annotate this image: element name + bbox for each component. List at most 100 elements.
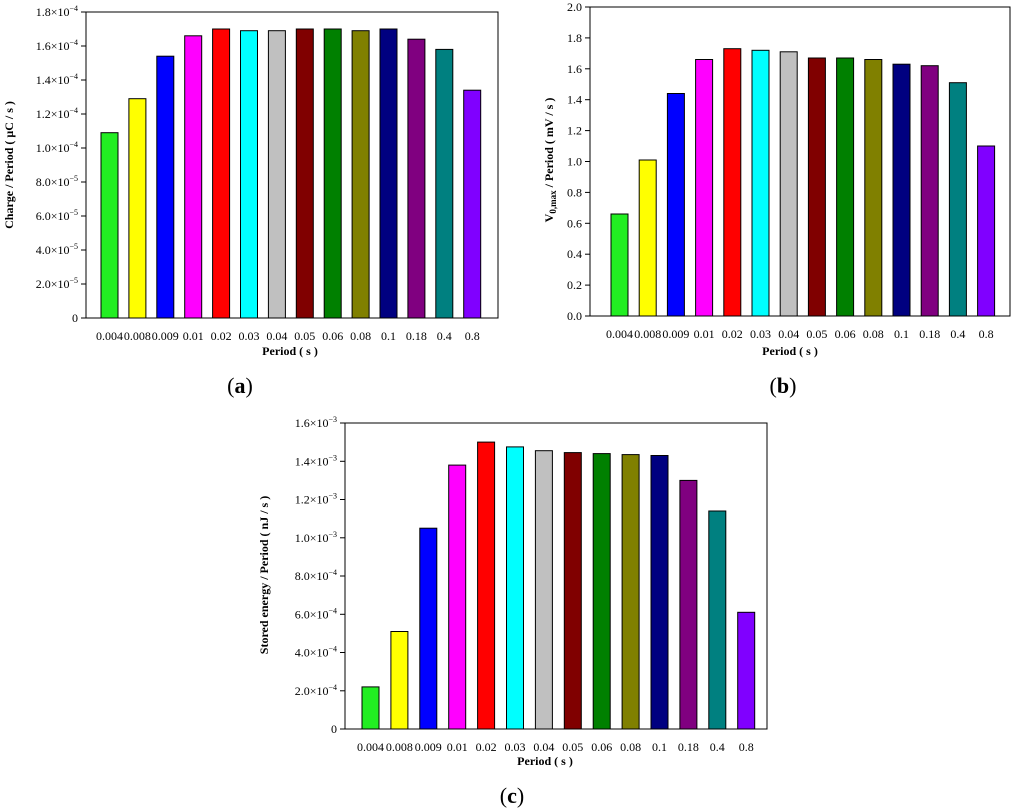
chart-b-bar-0.02 [723, 48, 742, 317]
chart-c-x-tick-label: 0.18 [678, 740, 699, 754]
chart-a-y-tick-label: 1.6×10−4 [36, 38, 78, 53]
chart-a-bars [100, 28, 482, 319]
chart-a-x-tick-label: 0.04 [266, 329, 287, 343]
chart-c-x-tick-label: 0.4 [710, 740, 725, 754]
chart-a-frame [85, 11, 499, 319]
chart-a-bar-0.01 [184, 35, 203, 319]
chart-c-x-tick-label: 0.05 [562, 740, 583, 754]
chart-c-x-tick-label: 0.03 [505, 740, 526, 754]
chart-c-bar-0.4 [708, 510, 727, 730]
chart-b-y-tick-label: 0.6 [567, 216, 582, 230]
chart-c-y-tick-label: 0 [331, 722, 337, 736]
chart-b-y-ticks: 0.0 0.2 0.4 0.6 0.8 1.0 1.2 1.4 1.6 1.8 2.0 [567, 0, 590, 323]
chart-a-bar-0.009 [156, 55, 175, 319]
chart-a-x-tick-label: 0.009 [152, 329, 179, 343]
chart-b-x-tick-label: 0.06 [835, 327, 856, 341]
chart-c-x-tick-label: 0.01 [447, 740, 468, 754]
chart-b-bar-0.009 [666, 93, 685, 317]
chart-b-bar-0.06 [836, 57, 855, 317]
chart-b-x-tick-label: 0.008 [634, 327, 661, 341]
chart-b-y-tick-label: 0.0 [567, 309, 582, 323]
chart-a-x-tick-label: 0.18 [406, 329, 427, 343]
chart-a-panel-letter: a [235, 373, 246, 398]
chart-a-x-tick-label: 0.05 [294, 329, 315, 343]
chart-c-y-tick-label: 1.4×10−3 [295, 453, 337, 468]
chart-b-x-tick-label: 0.02 [722, 327, 743, 341]
chart-a-x-tick-label: 0.01 [183, 329, 204, 343]
chart-a-y-tick-label: 2.0×10−5 [36, 276, 78, 291]
chart-a-x-tick-label: 0.008 [124, 329, 151, 343]
chart-b-y-tick-label: 1.8 [567, 31, 582, 45]
chart-b-y-tick-label: 1.2 [567, 124, 582, 138]
chart-b-x-tick-label: 0.01 [694, 327, 715, 341]
chart-c-bar-0.03 [506, 446, 524, 730]
chart-a-panel-label: (a) [227, 373, 253, 398]
chart-b-y-tick-label: 0.8 [567, 185, 582, 199]
chart-b-x-tick-label: 0.03 [750, 327, 771, 341]
chart-b-y-tick-label: 1.4 [567, 93, 582, 107]
chart-b-y-axis-title-sub: 0,max [548, 190, 558, 214]
chart-c-y-tick-label: 6.0×10−4 [295, 606, 337, 621]
chart-b-bar-0.04 [779, 51, 798, 317]
chart-c-x-tick-label: 0.06 [591, 740, 612, 754]
chart-b-bar-0.08 [864, 59, 883, 317]
chart-b-bar-0.03 [751, 49, 770, 317]
chart-c-bar-0.8 [737, 611, 756, 730]
chart-b-y-tick-label: 1.0 [567, 155, 582, 169]
chart-c-x-tick-label: 0.1 [652, 740, 667, 754]
chart-c-x-ticks: 0.004 0.008 0.009 0.01 0.02 0.03 0.04 0.05 0.06 0… [357, 740, 754, 754]
chart-b-x-tick-label: 0.004 [606, 327, 633, 341]
chart-c-bar-0.08 [621, 454, 640, 730]
chart-b-panel-letter: b [777, 373, 789, 398]
chart-a-y-tick-label: 1.4×10−4 [36, 72, 78, 87]
chart-a-bar-0.008 [128, 98, 147, 319]
chart-c-y-tick-label: 1.2×10−3 [295, 492, 337, 507]
chart-b-bar-0.4 [948, 82, 967, 317]
chart-a-bar-0.03 [240, 30, 258, 319]
chart-b-bar-0.05 [807, 57, 826, 317]
chart-c-bar-0.01 [448, 464, 467, 730]
chart-a-x-ticks: 0.004 0.008 0.009 0.01 0.02 0.03 0.04 0.05 0.06 0… [96, 329, 480, 343]
chart-a-y-tick-label: 1.8×10−4 [36, 4, 78, 19]
chart-b-y-tick-label: 1.6 [567, 62, 582, 76]
chart-a-x-tick-label: 0.004 [96, 329, 123, 343]
chart-c-x-tick-label: 0.009 [415, 740, 442, 754]
chart-a-bar-0.1 [379, 28, 398, 319]
chart-a-x-tick-label: 0.4 [437, 329, 452, 343]
chart-c-panel-label: (c) [500, 783, 524, 808]
chart-c-bar-0.06 [592, 453, 611, 730]
chart-c: 0 2.0×10−4 4.0×10−4 6.0×10−4 8.0×10−4 1.0×10−… [257, 415, 768, 808]
chart-c-y-ticks: 0 2.0×10−4 4.0×10−4 6.0×10−4 8.0×10−4 1.0×10−… [295, 415, 345, 736]
chart-b-x-tick-label: 0.1 [894, 327, 909, 341]
chart-a-bar-0.004 [100, 132, 119, 319]
chart-a-y-tick-label: 1.2×10−4 [36, 106, 78, 121]
chart-b-bar-0.008 [638, 159, 657, 317]
chart-a-y-tick-label: 0 [72, 311, 78, 325]
chart-c-x-tick-label: 0.04 [533, 740, 554, 754]
chart-c-bar-0.008 [390, 631, 409, 730]
chart-c-y-tick-label: 2.0×10−4 [295, 683, 337, 698]
chart-b-bars [610, 48, 996, 317]
chart-b-x-axis-title: Period ( s ) [762, 344, 818, 358]
chart-b-x-tick-label: 0.05 [806, 327, 827, 341]
chart-a-y-axis-title: Charge / Period ( μC / s ) [2, 101, 16, 229]
chart-b-x-tick-label: 0.04 [778, 327, 799, 341]
chart-a-x-tick-label: 0.08 [350, 329, 371, 343]
chart-b-y-tick-label: 0.4 [567, 247, 582, 261]
chart-a-y-tick-label: 1.0×10−4 [36, 140, 78, 155]
chart-c-x-tick-label: 0.08 [620, 740, 641, 754]
chart-c-bars [361, 441, 756, 730]
chart-c-x-tick-label: 0.004 [357, 740, 384, 754]
chart-a-x-tick-label: 0.8 [465, 329, 480, 343]
chart-a-y-tick-label: 4.0×10−5 [36, 242, 78, 257]
chart-b-bar-0.8 [977, 145, 996, 317]
chart-b-x-tick-label: 0.4 [950, 327, 965, 341]
chart-b-bar-0.01 [695, 59, 714, 317]
chart-b-x-tick-label: 0.18 [919, 327, 940, 341]
chart-a-x-tick-label: 0.03 [239, 329, 260, 343]
chart-a-bar-0.18 [407, 38, 426, 319]
chart-b-x-tick-label: 0.08 [863, 327, 884, 341]
chart-b-y-axis-title-rest: / Period ( mV / s ) [542, 98, 556, 191]
chart-b-x-tick-label: 0.8 [979, 327, 994, 341]
